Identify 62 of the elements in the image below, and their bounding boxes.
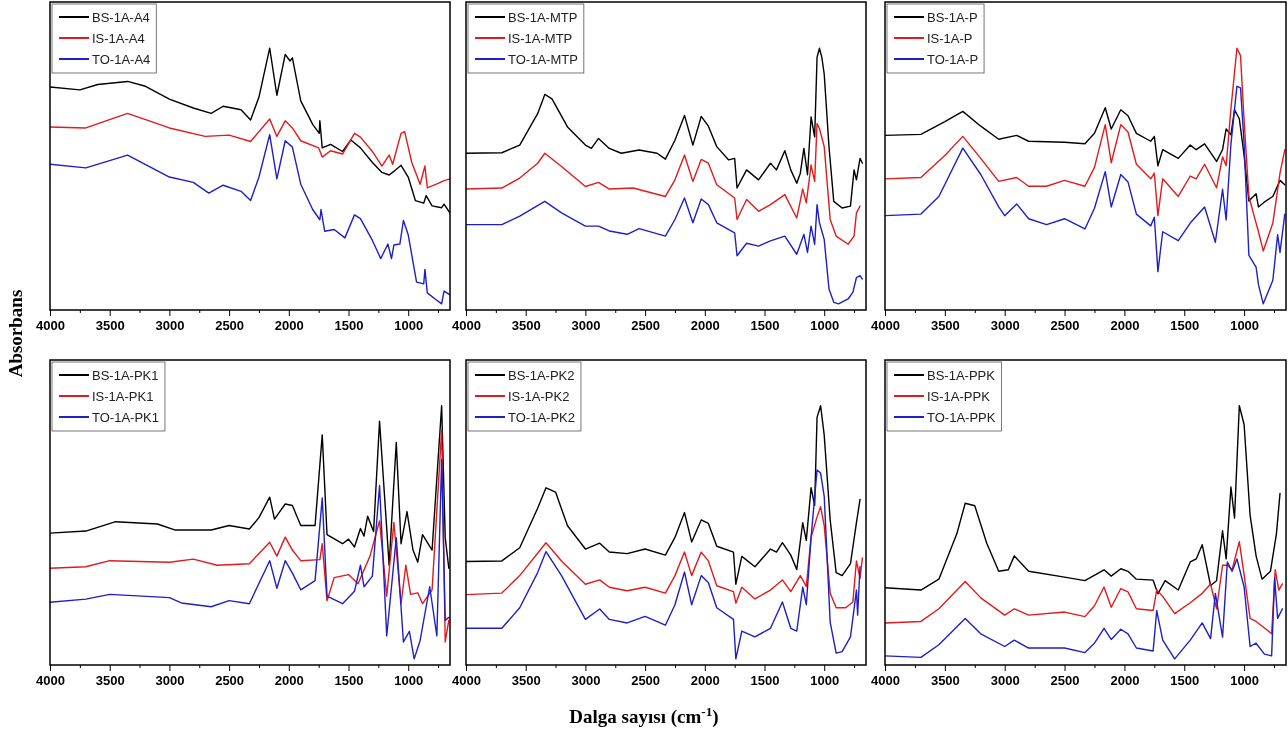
legend-label: TO-1A-PK2 [508, 410, 575, 425]
x-tick-label: 2500 [215, 672, 245, 688]
x-tick-label: 3000 [155, 672, 185, 688]
x-tick-label: 1000 [394, 317, 424, 333]
x-tick-label: 1000 [1230, 317, 1260, 333]
x-tick-label: 4000 [452, 317, 481, 333]
x-tick-label: 3000 [571, 317, 601, 333]
x-tick-label: 2500 [215, 317, 245, 333]
x-tick-label: 3000 [990, 317, 1020, 333]
x-axis-title: Dalga sayısı (cm$^{-1}$) [569, 703, 719, 728]
x-tick-label: 1500 [334, 317, 364, 333]
x-tick-label: 4000 [871, 672, 900, 688]
x-tick-label: 2000 [274, 672, 304, 688]
x-tick-label: 4000 [36, 317, 65, 333]
legend-label: TO-1A-PPK [927, 410, 996, 425]
legend-label: BS-1A-PK2 [508, 368, 575, 383]
x-tick-label: 3500 [95, 672, 125, 688]
x-tick-label: 4000 [36, 672, 65, 688]
legend-label: TO-1A-P [927, 52, 979, 67]
x-tick-label: 2000 [1110, 672, 1140, 688]
legend-label: IS-1A-PK1 [92, 389, 154, 404]
x-tick-label: 1500 [1170, 672, 1200, 688]
legend-label: IS-1A-PK2 [508, 389, 570, 404]
x-tick-label: 3500 [930, 672, 960, 688]
x-tick-label: 1500 [750, 317, 780, 333]
x-tick-label: 3500 [511, 672, 541, 688]
x-tick-label: 2500 [1050, 672, 1080, 688]
x-tick-label: 2500 [1050, 317, 1080, 333]
legend-label: TO-1A-PK1 [92, 410, 159, 425]
x-tick-label: 1000 [810, 317, 840, 333]
x-tick-label: 2500 [631, 672, 661, 688]
x-tick-label: 3500 [511, 317, 541, 333]
legend-label: BS-1A-MTP [508, 10, 578, 25]
x-tick-label: 3500 [95, 317, 125, 333]
x-tick-label: 4000 [871, 317, 900, 333]
x-tick-label: 3000 [571, 672, 601, 688]
legend-label: BS-1A-P [927, 10, 978, 25]
legend-label: BS-1A-A4 [92, 10, 150, 25]
x-tick-label: 1500 [1170, 317, 1200, 333]
legend-label: IS-1A-PPK [927, 389, 991, 404]
x-tick-label: 2000 [690, 317, 720, 333]
legend-label: TO-1A-A4 [92, 52, 151, 67]
x-tick-label: 3000 [155, 317, 185, 333]
x-tick-label: 2000 [690, 672, 720, 688]
x-tick-label: 4000 [452, 672, 481, 688]
x-tick-label: 1000 [1230, 672, 1260, 688]
x-tick-label: 2500 [631, 317, 661, 333]
legend-label: BS-1A-PPK [927, 368, 996, 383]
x-tick-label: 1500 [334, 672, 364, 688]
legend-label: TO-1A-MTP [508, 52, 578, 67]
x-tick-label: 3500 [930, 317, 960, 333]
y-axis-title: Absorbans [5, 289, 26, 378]
legend-label: IS-1A-MTP [508, 31, 573, 46]
x-tick-label: 2000 [1110, 317, 1140, 333]
x-tick-label: 2000 [274, 317, 304, 333]
x-tick-label: 1000 [810, 672, 840, 688]
legend-label: IS-1A-P [927, 31, 973, 46]
x-tick-label: 1500 [750, 672, 780, 688]
x-tick-label: 1000 [394, 672, 424, 688]
x-tick-label: 3000 [990, 672, 1020, 688]
legend-label: IS-1A-A4 [92, 31, 145, 46]
legend-label: BS-1A-PK1 [92, 368, 159, 383]
